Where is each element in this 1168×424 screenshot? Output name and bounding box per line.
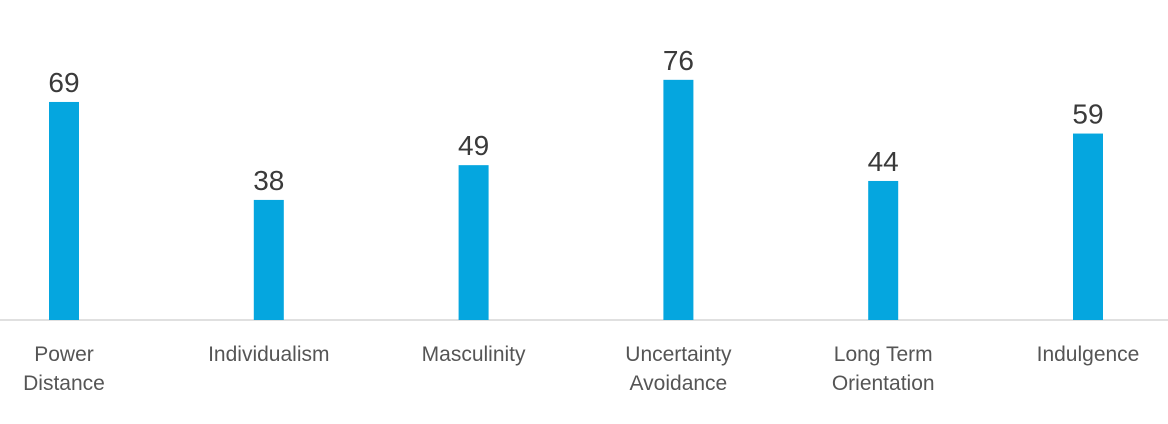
bar-1	[253, 199, 284, 320]
x-tick-label-2: Masculinity	[422, 343, 526, 366]
x-tick-label-line: Long Term	[834, 343, 933, 366]
bar-group	[49, 79, 1103, 321]
x-tick-label-line: Avoidance	[630, 372, 728, 395]
x-tick-label-line: Indulgence	[1037, 343, 1140, 366]
x-tick-label-3: Uncertainty Avoidance	[625, 343, 732, 395]
bar-0	[49, 101, 79, 321]
bar-4	[868, 180, 899, 320]
x-tick-label-group: Power Distance Individualism Masculinity Unc…	[23, 343, 1139, 395]
x-tick-label-5: Indulgence	[1037, 343, 1140, 366]
x-tick-label-line: Masculinity	[422, 343, 526, 366]
data-label-1: 38	[253, 165, 284, 196]
x-tick-label-4: Long Term Orientation	[832, 343, 935, 395]
x-tick-label-line: Individualism	[208, 343, 329, 366]
bar-3	[663, 79, 694, 320]
data-label-2: 49	[458, 130, 489, 161]
data-label-4: 44	[868, 146, 899, 177]
bar-2	[458, 165, 489, 320]
x-tick-label-1: Individualism	[208, 343, 329, 366]
data-label-0: 69	[48, 67, 79, 98]
x-tick-label-line: Distance	[23, 372, 105, 395]
data-label-5: 59	[1072, 99, 1103, 130]
x-tick-label-line: Uncertainty	[625, 343, 732, 366]
data-label-group: 69 38 49 76 44 59	[48, 45, 1103, 196]
data-label-3: 76	[663, 45, 694, 76]
x-tick-label-line: Power	[34, 343, 94, 366]
x-tick-label-0: Power Distance	[23, 343, 105, 395]
x-tick-label-line: Orientation	[832, 372, 935, 395]
bar-5	[1073, 133, 1103, 320]
